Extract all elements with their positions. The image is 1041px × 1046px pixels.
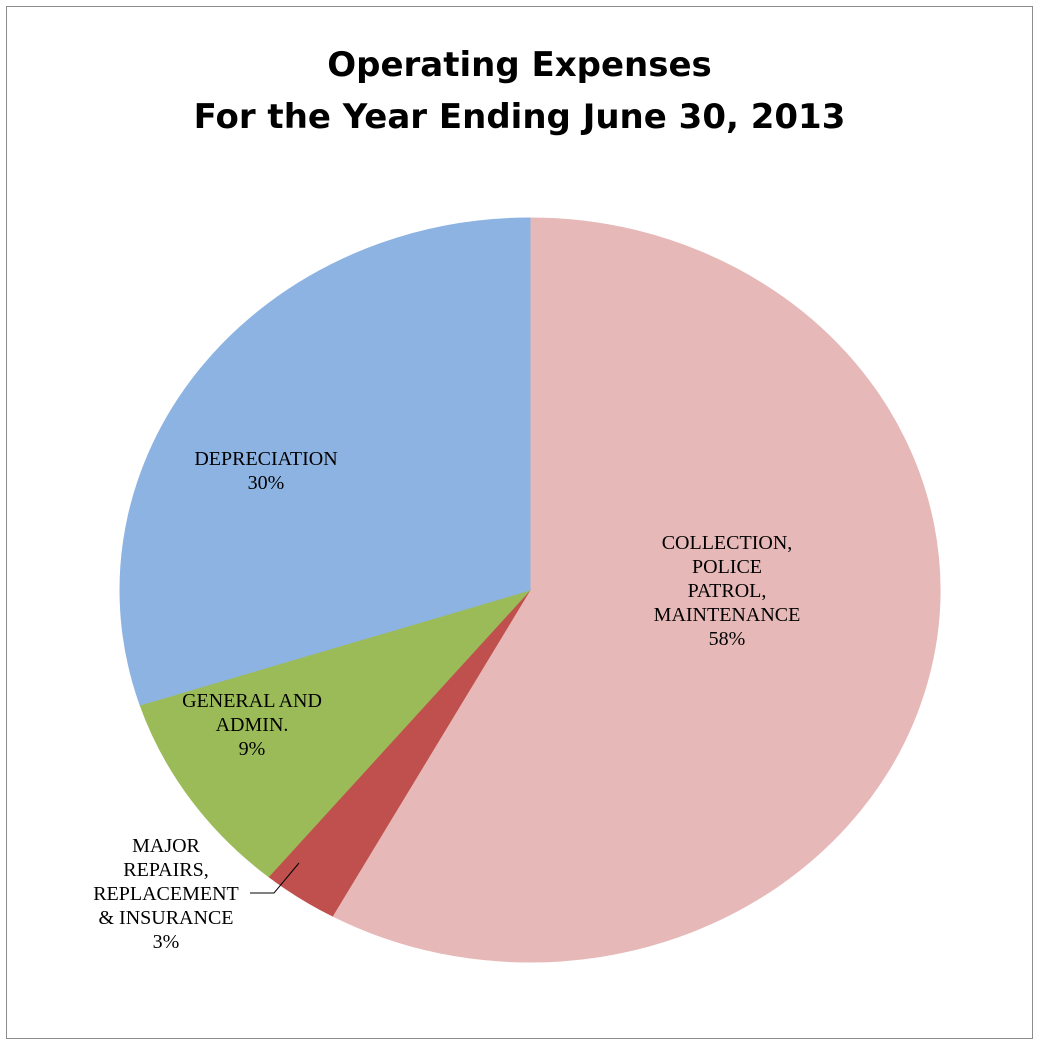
data-label-line: & INSURANCE [98, 907, 233, 929]
data-label-collection-police-patrol-maintenance: COLLECTION, POLICE PATROL, MAINTENANCE 58% [654, 532, 801, 650]
chart-title-line-2: For the Year Ending June 30, 2013 [193, 97, 846, 137]
data-label-line: POLICE [692, 556, 762, 578]
data-label-line: MAINTENANCE [654, 604, 801, 626]
data-label-percent: 30% [248, 472, 285, 494]
chart-title: Operating Expenses For the Year Ending J… [7, 39, 1032, 143]
data-label-line: GENERAL AND [182, 690, 322, 712]
data-label-line: REPAIRS, [123, 859, 208, 881]
data-label-line: DEPRECIATION [194, 448, 337, 470]
pie-slice-depreciation [119, 217, 531, 706]
data-label-percent: 9% [239, 738, 266, 760]
data-label-percent: 3% [153, 931, 180, 953]
data-label-line: MAJOR [132, 835, 200, 857]
chart-title-line-1: Operating Expenses [327, 45, 712, 85]
leader-line [250, 862, 300, 894]
data-label-major-repairs-replacement-insurance: MAJOR REPAIRS, REPLACEMENT & INSURANCE 3% [93, 835, 239, 953]
data-label-line: REPLACEMENT [93, 883, 239, 905]
data-label-percent: 58% [709, 628, 746, 650]
data-label-depreciation: DEPRECIATION 30% [194, 448, 337, 494]
data-label-line: ADMIN. [216, 714, 289, 736]
pie-slice-collection-police-patrol-maintenance [331, 217, 941, 963]
data-label-general-and-admin: GENERAL AND ADMIN. 9% [182, 690, 322, 760]
pie-slice-general-and-admin [139, 589, 532, 878]
data-label-line: PATROL, [688, 580, 767, 602]
data-label-line: COLLECTION, [662, 532, 793, 554]
